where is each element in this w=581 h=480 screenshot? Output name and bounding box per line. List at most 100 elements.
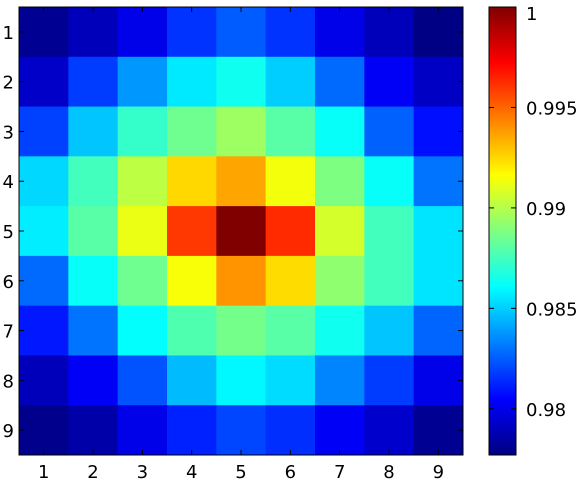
heatmap-cell-r4-c7 <box>315 156 365 207</box>
heatmap-cell-r8-c2 <box>68 355 119 406</box>
heatmap-cell-r5-c4 <box>167 206 217 257</box>
heatmap-cell-r1-c9 <box>413 7 464 58</box>
heatmap-cell-r3-c3 <box>117 106 168 157</box>
colorbar-ticks <box>489 6 516 410</box>
y-tick-label: 8 <box>3 371 14 392</box>
heatmap-cell-r1-c2 <box>68 7 119 58</box>
y-tick-labels: 1 2 3 4 5 6 7 8 9 <box>3 23 14 442</box>
x-tick-label: 5 <box>235 462 246 480</box>
x-tick-label: 4 <box>186 462 197 480</box>
heatmap-cell-r2-c2 <box>68 56 119 108</box>
heatmap-cell-r3-c6 <box>265 106 316 157</box>
heatmap-cell-r4-c2 <box>68 156 119 207</box>
heatmap-cell-r3-c5 <box>216 106 267 157</box>
heatmap-cell-r1-c3 <box>117 7 168 58</box>
y-tick-label: 2 <box>3 73 14 94</box>
heatmap-cell-r9-c4 <box>167 405 217 456</box>
heatmap-cell-r9-c2 <box>68 405 119 456</box>
y-tick-label: 7 <box>3 322 14 343</box>
heatmap-cell-r9-c6 <box>265 405 316 456</box>
colorbar-gradient <box>489 7 516 455</box>
heatmap-cell-r3-c8 <box>364 106 415 157</box>
heatmap-cell-r6-c8 <box>364 255 415 307</box>
colorbar-tick-labels: 0.98 0.985 0.99 0.995 1 <box>526 4 578 421</box>
heatmap-cell-r7-c1 <box>19 305 69 356</box>
heatmap-cell-r7-c2 <box>68 305 119 356</box>
heatmap-cell-r5-c9 <box>413 206 464 257</box>
heatmap-cell-r2-c5 <box>216 56 267 108</box>
x-tick-label: 6 <box>285 462 296 480</box>
x-tick-label: 2 <box>87 462 98 480</box>
colorbar-tick-label: 0.995 <box>526 98 578 119</box>
heatmap-cell-r1-c4 <box>167 7 217 58</box>
heatmap-cell-r9-c1 <box>19 405 69 456</box>
x-tick-label: 3 <box>137 462 148 480</box>
heatmap-cell-r4-c4 <box>167 156 217 207</box>
heatmap-cell-r7-c8 <box>364 305 415 356</box>
heatmap-cell-r2-c4 <box>167 56 217 108</box>
heatmap-cell-r5-c5 <box>216 206 267 257</box>
heatmap-cell-r8-c1 <box>19 355 69 406</box>
heatmap-cell-r6-c9 <box>413 255 464 307</box>
heatmap-cells <box>19 7 464 456</box>
heatmap-cell-r8-c5 <box>216 355 267 406</box>
heatmap-cell-r3-c2 <box>68 106 119 157</box>
heatmap-cell-r4-c1 <box>19 156 69 207</box>
y-tick-label: 5 <box>3 222 14 243</box>
heatmap-cell-r1-c5 <box>216 7 267 58</box>
colorbar-frame <box>488 6 517 456</box>
colorbar-tick-label: 0.985 <box>526 299 578 320</box>
colorbar-tick-label: 1 <box>526 4 537 25</box>
x-tick-label: 1 <box>38 462 49 480</box>
heatmap-cell-r5-c7 <box>315 206 365 257</box>
heatmap-cell-r2-c7 <box>315 56 365 108</box>
heatmap-cell-r7-c3 <box>117 305 168 356</box>
heatmap-cell-r4-c9 <box>413 156 464 207</box>
heatmap-cell-r8-c4 <box>167 355 217 406</box>
heatmap-cell-r5-c1 <box>19 206 69 257</box>
heatmap-cell-r8-c3 <box>117 355 168 406</box>
heatmap-cell-r1-c8 <box>364 7 415 58</box>
heatmap-cell-r1-c6 <box>265 7 316 58</box>
y-tick-label: 3 <box>3 122 14 143</box>
heatmap-cell-r9-c8 <box>364 405 415 456</box>
heatmap-cell-r7-c4 <box>167 305 217 356</box>
heatmap-cell-r3-c7 <box>315 106 365 157</box>
heatmap-cell-r7-c5 <box>216 305 267 356</box>
heatmap-cell-r1-c7 <box>315 7 365 58</box>
heatmap-cell-r7-c9 <box>413 305 464 356</box>
heatmap-cell-r8-c6 <box>265 355 316 406</box>
y-tick-label: 6 <box>3 272 14 293</box>
heatmap-cell-r8-c7 <box>315 355 365 406</box>
heatmap-cell-r3-c1 <box>19 106 69 157</box>
heatmap-cell-r9-c3 <box>117 405 168 456</box>
heatmap-cell-r2-c9 <box>413 56 464 108</box>
heatmap-cell-r4-c5 <box>216 156 267 207</box>
heatmap-cell-r3-c9 <box>413 106 464 157</box>
x-tick-labels: 1 2 3 4 5 6 7 8 9 <box>38 462 444 480</box>
heatmap-cell-r6-c4 <box>167 255 217 307</box>
heatmap-cell-r8-c9 <box>413 355 464 406</box>
heatmap-cell-r5-c6 <box>265 206 316 257</box>
heatmap-cell-r9-c9 <box>413 405 464 456</box>
heatmap-cell-r7-c7 <box>315 305 365 356</box>
colorbar: 0.98 0.985 0.99 0.995 1 <box>488 4 578 456</box>
heatmap-cell-r6-c7 <box>315 255 365 307</box>
heatmap-cell-r8-c8 <box>364 355 415 406</box>
heatmap-cell-r6-c1 <box>19 255 69 307</box>
colorbar-tick-label: 0.99 <box>526 199 566 220</box>
heatmap-cell-r6-c5 <box>216 255 267 307</box>
heatmap-cell-r5-c2 <box>68 206 119 257</box>
heatmap-cell-r6-c3 <box>117 255 168 307</box>
heatmap-cell-r5-c3 <box>117 206 168 257</box>
axis-ticks <box>19 7 463 455</box>
heatmap-cell-r1-c1 <box>19 7 69 58</box>
heatmap-cell-r2-c6 <box>265 56 316 108</box>
x-tick-label: 8 <box>383 462 394 480</box>
heatmap-cell-r3-c4 <box>167 106 217 157</box>
y-tick-label: 9 <box>3 421 14 442</box>
x-tick-label: 7 <box>334 462 345 480</box>
heatmap-cell-r6-c6 <box>265 255 316 307</box>
heatmap-cell-r9-c5 <box>216 405 267 456</box>
